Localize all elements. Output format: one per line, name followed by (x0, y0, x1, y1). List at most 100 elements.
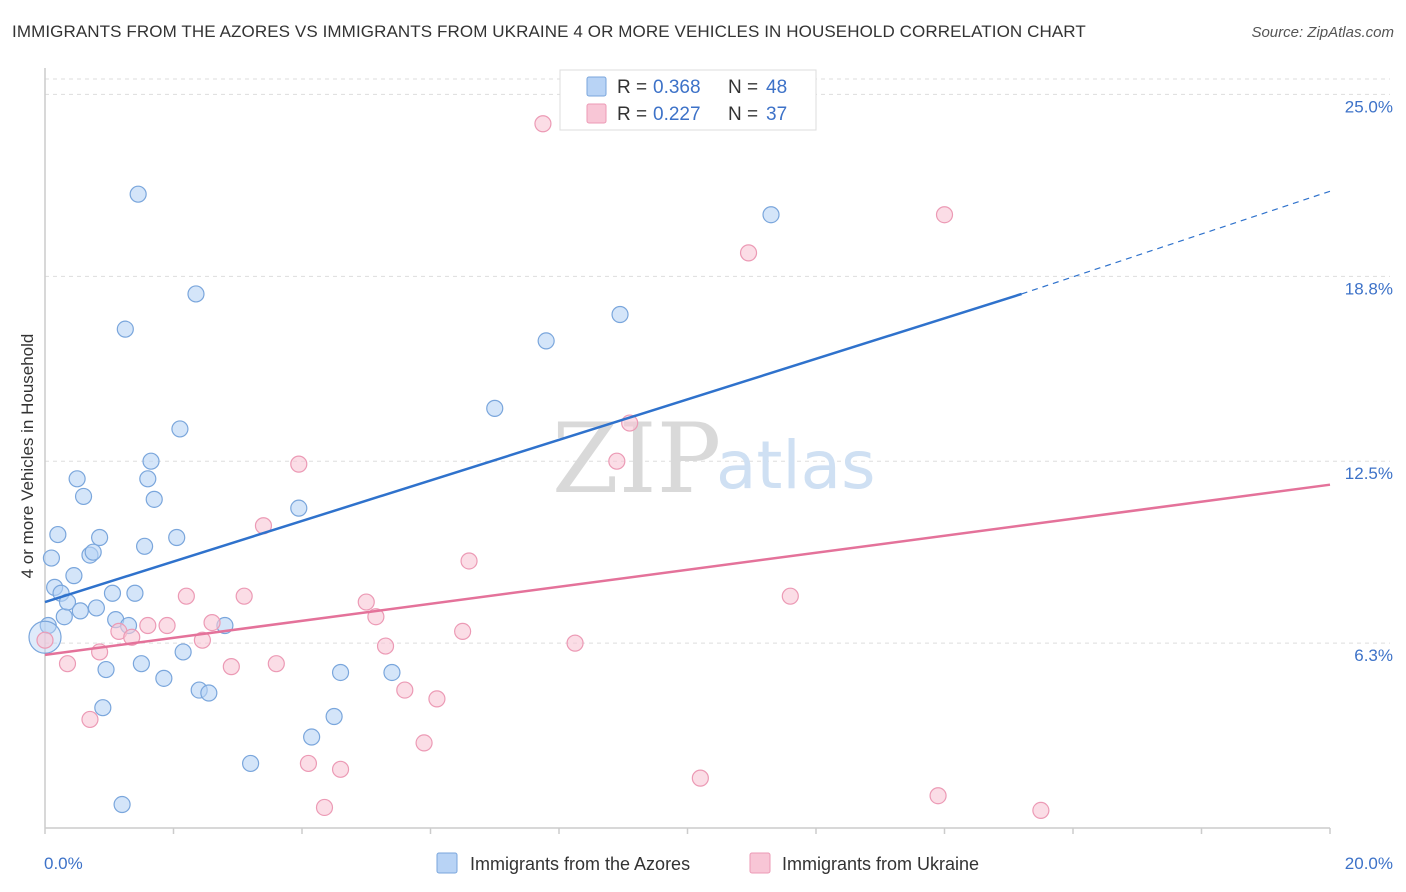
ukraine-point (193, 631, 212, 649)
ukraine-point (357, 593, 375, 611)
azores-point (103, 584, 122, 602)
azores-point (537, 332, 555, 350)
azores-point (325, 707, 343, 726)
legend-n-value-azores: 48 (766, 77, 787, 98)
ukraine-point (81, 710, 99, 729)
azores-point (383, 663, 401, 682)
azores-point (200, 684, 218, 702)
azores-point (55, 608, 73, 626)
azores-point (135, 537, 154, 555)
legend-n-label-ukraine: N = (728, 104, 758, 125)
ukraine-point (203, 613, 221, 632)
trend-line-ukraine (44, 483, 1331, 657)
azores-point (87, 599, 106, 617)
y-axis-title: 4 or more Vehicles in Household (18, 334, 37, 579)
ukraine-point (36, 631, 54, 649)
ukraine-point (566, 634, 584, 652)
y-tick-label: 18.8% (1345, 279, 1393, 298)
legend-r-label-ukraine: R = (617, 104, 647, 125)
legend-swatch-azores (586, 76, 607, 97)
watermark: ZIP atlas (552, 403, 876, 515)
azores-point (242, 754, 260, 773)
ukraine-point (1032, 801, 1050, 819)
azores-point (142, 452, 160, 470)
legend-r-value-azores: 0.368 (653, 77, 701, 98)
chart-title: IMMIGRANTS FROM THE AZORES VS IMMIGRANTS… (12, 22, 1086, 41)
series-azores-points (28, 185, 780, 814)
series-legend-swatch-ukraine (749, 852, 771, 874)
azores-point (486, 399, 504, 417)
stats-legend: R = 0.368 N = 48 R = 0.227 N = 37 (559, 69, 817, 131)
ukraine-point (396, 681, 414, 699)
series-legend: Immigrants from the Azores Immigrants fr… (436, 852, 979, 874)
legend-r-label-azores: R = (617, 77, 647, 98)
azores-point (74, 487, 93, 506)
azores-point (174, 643, 192, 661)
ukraine-point (139, 616, 157, 635)
series-legend-swatch-azores (436, 852, 458, 874)
ukraine-point (428, 690, 446, 708)
ukraine-point (415, 734, 433, 752)
ukraine-point (315, 798, 334, 817)
azores-point (126, 584, 144, 602)
watermark-atlas: atlas (716, 427, 876, 504)
y-tick-label: 6.3% (1354, 646, 1393, 665)
azores-point (71, 602, 89, 620)
trend-line-azores (44, 292, 1022, 604)
x-tick-label-max: 20.0% (1345, 854, 1393, 873)
azores-point (132, 655, 150, 673)
legend-r-value-ukraine: 0.227 (653, 104, 701, 125)
source-credit: Source: ZipAtlas.com (1251, 24, 1394, 41)
ukraine-point (158, 616, 176, 635)
ukraine-point (781, 587, 799, 605)
azores-point (290, 499, 308, 517)
grid-lines (45, 78, 1390, 644)
ukraine-point (534, 115, 552, 133)
azores-point (129, 185, 147, 203)
ukraine-point (460, 552, 478, 570)
ukraine-point (331, 760, 350, 778)
azores-point (65, 567, 83, 585)
legend-n-value-ukraine: 37 (766, 104, 787, 125)
azores-point (97, 660, 115, 679)
ukraine-point (177, 587, 195, 605)
ukraine-point (267, 655, 285, 673)
series-legend-label-azores: Immigrants from the Azores (470, 854, 690, 874)
ukraine-point (123, 628, 141, 646)
azores-point (303, 728, 321, 746)
trend-line-azores-extension (1021, 190, 1331, 295)
azores-point (139, 470, 157, 488)
azores-point (187, 285, 205, 303)
y-tick-label: 25.0% (1345, 97, 1393, 116)
azores-point (91, 528, 109, 547)
azores-point (171, 420, 189, 438)
azores-point (155, 669, 173, 687)
trend-lines (44, 190, 1331, 657)
azores-point (42, 549, 61, 567)
ukraine-point (299, 754, 318, 773)
ukraine-point (222, 658, 240, 676)
legend-n-label-azores: N = (728, 77, 758, 98)
ukraine-point (929, 787, 947, 805)
legend-swatch-ukraine (586, 103, 607, 124)
series-legend-label-ukraine: Immigrants from Ukraine (782, 854, 979, 874)
ukraine-point (608, 452, 626, 470)
ukraine-point (739, 244, 758, 262)
tick-labels: 0.0% 20.0% 6.3% 12.5% 18.8% 25.0% (44, 97, 1393, 873)
ukraine-point (290, 455, 308, 473)
azores-point (113, 795, 131, 814)
ukraine-point (935, 206, 954, 224)
x-tick-label-min: 0.0% (44, 854, 83, 873)
azores-point (116, 320, 134, 338)
azores-point (762, 206, 780, 224)
ukraine-point (691, 769, 709, 787)
y-tick-label: 12.5% (1345, 464, 1393, 483)
ukraine-point (454, 622, 472, 640)
ukraine-point (58, 655, 77, 673)
azores-point (145, 490, 163, 508)
ukraine-point (376, 637, 395, 655)
azores-point (168, 528, 186, 547)
series-ukraine-points (36, 115, 1050, 819)
ukraine-point (235, 587, 253, 605)
